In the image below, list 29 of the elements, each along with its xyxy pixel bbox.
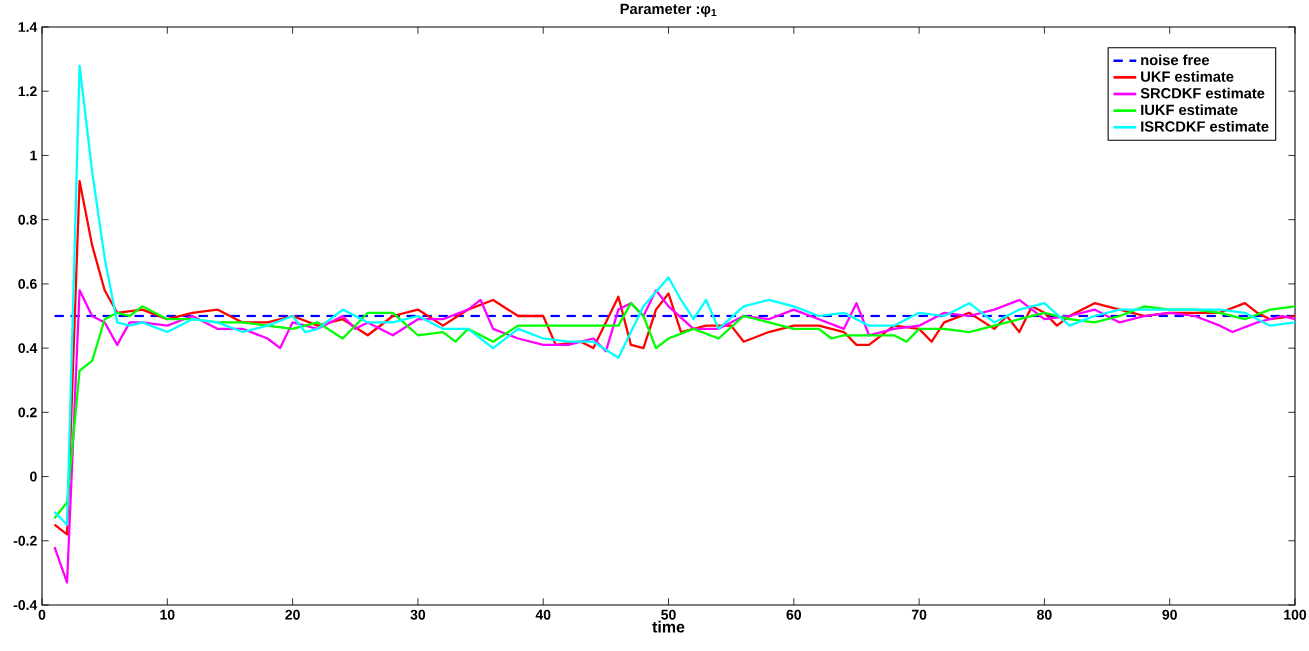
x-tick-label: 20 bbox=[285, 609, 300, 620]
y-tick-label: 0 bbox=[30, 471, 37, 482]
legend-label: IUKF estimate bbox=[1141, 104, 1238, 116]
x-tick-label: 60 bbox=[786, 609, 802, 620]
line-series bbox=[53, 289, 1296, 584]
x-tick-label: 70 bbox=[911, 609, 927, 620]
legend-label: ISRCDKF estimate bbox=[1141, 120, 1269, 132]
x-tick-label: 30 bbox=[410, 609, 426, 620]
y-tick-label: 0.6 bbox=[18, 278, 37, 289]
legend-label: noise free bbox=[1141, 54, 1210, 66]
y-tick-label: -0.2 bbox=[13, 535, 37, 546]
x-tick-label: 10 bbox=[160, 609, 175, 620]
x-tick-label: 90 bbox=[1162, 609, 1177, 620]
x-axis-title: time bbox=[652, 620, 685, 633]
legend-label: SRCDKF estimate bbox=[1140, 87, 1265, 99]
x-tick-label: 40 bbox=[535, 609, 551, 620]
x-tick-label: 80 bbox=[1037, 609, 1052, 620]
x-tick-label: 50 bbox=[661, 609, 676, 620]
legend-label: UKF estimate bbox=[1141, 71, 1234, 82]
y-tick-label: -0.4 bbox=[13, 600, 38, 610]
y-tick-label: 1.4 bbox=[18, 22, 38, 32]
y-tick-label: 0.4 bbox=[18, 343, 38, 354]
x-tick-label: 0 bbox=[38, 609, 46, 620]
y-tick-label: 0.8 bbox=[18, 214, 37, 225]
x-tick-label: 100 bbox=[1284, 609, 1307, 620]
y-tick-label: 0.2 bbox=[18, 407, 37, 418]
chart-title: Parameter :φ$_{1}$ bbox=[620, 3, 717, 17]
y-tick-label: 1.2 bbox=[18, 86, 37, 97]
y-tick-label: 1 bbox=[30, 150, 37, 161]
